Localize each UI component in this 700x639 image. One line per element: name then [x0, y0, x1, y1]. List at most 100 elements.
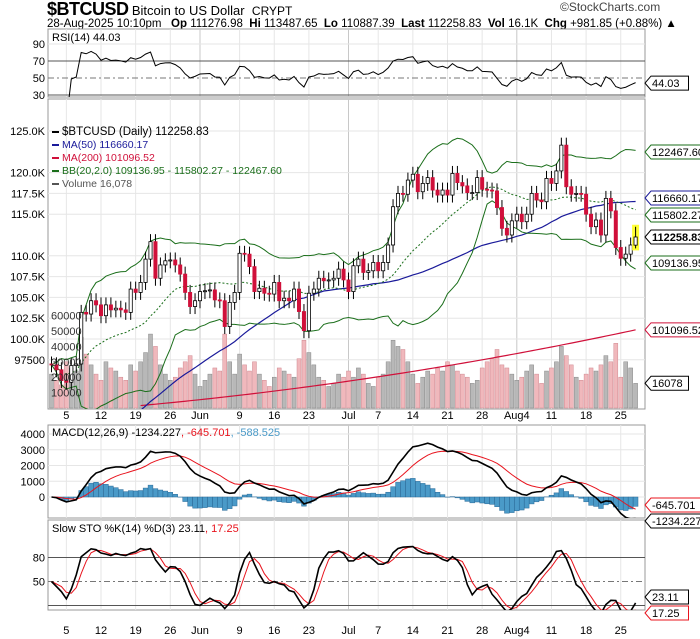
callout-macd-signal: -645.701 [652, 500, 695, 512]
chg-value: +981.85 (+0.88%) [570, 18, 663, 30]
macd-histogram-bar [286, 496, 292, 503]
candle-up [475, 177, 480, 193]
candle-down [108, 304, 113, 311]
volume-bar [539, 383, 544, 409]
op-value: 111276.98 [190, 18, 243, 30]
candle-down [212, 289, 217, 301]
macd-histogram-bar [123, 491, 129, 498]
candle-down [59, 369, 64, 381]
volume-bar [524, 370, 529, 409]
price-tick-label: 105.0K [10, 292, 46, 304]
candle-up [395, 192, 400, 208]
x-tick-label: 11 [546, 625, 557, 637]
candle-down [455, 173, 460, 183]
volume-bar [623, 361, 628, 409]
candle-up [163, 260, 168, 266]
candle-down [173, 259, 178, 266]
x-tick-label: 16 [268, 625, 280, 637]
macd-histogram-bar [380, 493, 386, 498]
macd-histogram-bar [400, 480, 406, 498]
volume-bar [544, 370, 549, 409]
last-value: 112258.83 [427, 18, 482, 30]
volume-bar [252, 361, 257, 409]
volume-bar [569, 364, 574, 409]
macd-tick-label: 2000 [21, 461, 45, 473]
candle-down [222, 300, 227, 327]
candle-down [188, 292, 193, 307]
x-tick-label: 18 [580, 410, 592, 422]
vol-label: Vol [487, 18, 505, 30]
callout-sto-d-box [644, 605, 689, 621]
candle-up [544, 178, 549, 203]
price-tick-label: 110.0K [11, 251, 46, 263]
volume-bar [177, 367, 183, 409]
x-tick-label: Aug4 [504, 625, 530, 637]
panel-rsi [47, 28, 646, 98]
macd-tick-label: 4000 [21, 429, 45, 441]
candle-down [584, 193, 589, 215]
legend-swatch [52, 131, 59, 133]
candle-up [450, 173, 455, 196]
volume-bar [573, 376, 579, 409]
macd-line [51, 442, 636, 518]
candle-down [301, 311, 306, 332]
volume-bar [356, 367, 361, 409]
macd-label-part: MACD(12,26,9) -1234.227 [52, 427, 181, 439]
macd-label: MACD(12,26,9) -1234.227, -645.701, -588.… [52, 427, 280, 439]
volume-bar [534, 373, 539, 409]
volume-bar [54, 380, 59, 409]
callout-ma50-box [644, 190, 700, 206]
price-marks [49, 137, 640, 409]
macd-histogram-bar [291, 496, 297, 502]
volume-bar [138, 361, 143, 409]
callout-volume: 16078 [652, 378, 683, 390]
candle-down [178, 264, 183, 275]
volume-bar [118, 376, 124, 409]
macd-tick-label: 3000 [21, 445, 45, 457]
macd-histogram-bar [529, 496, 535, 505]
macd-histogram-bar [217, 496, 223, 508]
volume-bar [479, 367, 485, 409]
macd-histogram-bar [390, 486, 396, 498]
volume-bar [588, 367, 594, 409]
volume-tick-label: 30000 [51, 357, 82, 369]
volume-bar [98, 380, 104, 409]
x-tick-label: 9 [237, 625, 243, 637]
x-tick-label: 25 [615, 410, 627, 422]
x-tick-label: 12 [95, 410, 107, 422]
volume-bar [509, 373, 515, 409]
candle-up [193, 300, 198, 307]
macd-histogram-bar [524, 496, 530, 509]
volume-bar [470, 383, 475, 409]
macd-histogram-bar [494, 496, 500, 507]
title-row: $BTCUSD Bitcoin to US Dollar CRYPT [47, 0, 292, 20]
macd-histogram-bar [385, 491, 391, 498]
volume-bar [93, 373, 99, 409]
volume-bar [554, 361, 559, 409]
volume-bar [267, 386, 272, 409]
macd-histogram-bar [365, 493, 371, 498]
macd-histogram-bar [459, 496, 466, 500]
candle-up [336, 268, 341, 279]
macd-histogram-bar [137, 490, 144, 498]
bb-middle-line [51, 186, 636, 375]
x-tick-label: Aug4 [504, 410, 530, 422]
macd-histogram-bar [469, 496, 475, 504]
macd-histogram-bar [464, 496, 470, 502]
volume-bar [598, 364, 604, 409]
price-legend-title: $BTCUSD (Daily) 112258.83 [62, 126, 209, 138]
price-tick-label: 117.5K [11, 188, 46, 200]
hi-label: Hi [249, 18, 261, 30]
candle-down [346, 279, 351, 292]
op-label: Op [171, 18, 188, 30]
volume-bar [375, 376, 381, 409]
candle-up [559, 144, 564, 172]
candle-up [79, 311, 84, 365]
macd-histogram-bar [227, 496, 233, 509]
candle-down [242, 252, 247, 255]
candle-up [514, 213, 519, 222]
macd-histogram-bar [133, 490, 139, 498]
x-tick-label: 18 [580, 625, 592, 637]
candle-up [356, 258, 361, 267]
